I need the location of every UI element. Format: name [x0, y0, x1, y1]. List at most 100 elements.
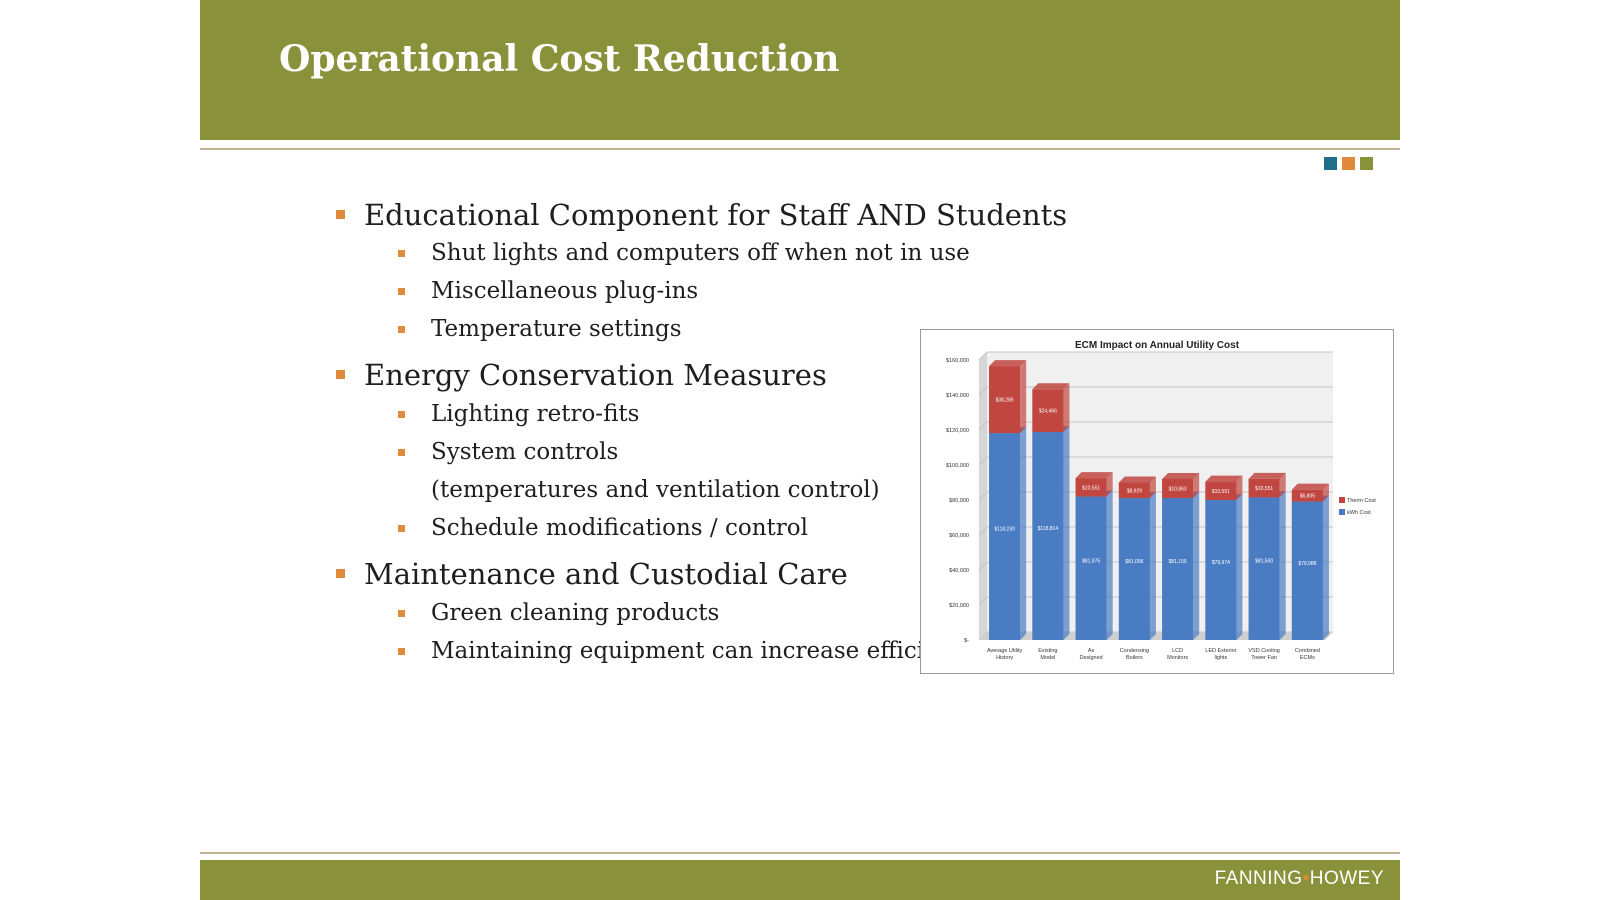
bar-kwh: [1075, 496, 1107, 640]
bullet-item: Educational Component for Staff AND Stud…: [336, 198, 1067, 232]
bar-kwh-side: [1322, 495, 1329, 640]
bar-therm-top: [1291, 483, 1329, 490]
bar-therm-side: [1020, 360, 1027, 434]
decor-square-orange: [1342, 157, 1355, 170]
gridline-side: [978, 491, 988, 501]
y-tick-label: $100,000: [946, 463, 969, 469]
sub-bullet-item: (temperatures and ventilation control): [431, 477, 880, 503]
bar-kwh: [989, 433, 1021, 640]
bar-therm-top: [1118, 476, 1156, 483]
bar-therm: [1075, 478, 1107, 497]
footer-divider: [200, 852, 1400, 854]
logo-left-text: FANNING: [1214, 868, 1303, 889]
header-divider: [200, 148, 1400, 150]
bullet-text: System controls: [431, 439, 619, 465]
bar-kwh-side: [1279, 491, 1286, 640]
bar-therm-side: [1063, 383, 1070, 433]
data-label-kwh: $118,230: [994, 527, 1015, 533]
sub-bullet-item: Green cleaning products: [398, 600, 720, 626]
bar-kwh: [1291, 501, 1323, 640]
bar-therm-top: [989, 360, 1027, 367]
data-label-kwh: $81,096: [1125, 559, 1143, 565]
bar-therm: [1118, 482, 1150, 499]
bullet-text: Maintaining equipment can increase effic…: [431, 638, 979, 664]
bullet-text: (temperatures and ventilation control): [431, 477, 880, 503]
bullet-text: Schedule modifications / control: [431, 515, 808, 541]
bar-kwh-side: [1149, 492, 1156, 640]
bullet-item: Maintenance and Custodial Care: [336, 557, 848, 591]
bar-therm-side: [1279, 472, 1286, 498]
data-label-kwh: $79,088: [1298, 561, 1316, 567]
gridline-side: [978, 561, 988, 571]
y-tick-label: $-: [964, 638, 969, 644]
header-band: Operational Cost Reduction: [200, 0, 1400, 140]
bullet-marker: [336, 210, 345, 219]
bar-therm-top: [1075, 472, 1113, 479]
bullet-text: Shut lights and computers off when not i…: [431, 240, 970, 266]
logo-right-text: HOWEY: [1309, 868, 1384, 889]
legend-label: Therm Cost: [1347, 498, 1376, 504]
x-tick-label: LCD Monitors: [1167, 648, 1188, 661]
bar-therm-top: [1032, 383, 1070, 390]
bullet-marker: [398, 326, 405, 333]
data-label-kwh: $81,155: [1169, 559, 1187, 565]
x-tick-label: Combined ECMs: [1295, 648, 1320, 661]
data-label-kwh: $118,814: [1038, 526, 1059, 532]
y-tick-label: $140,000: [946, 393, 969, 399]
bar-therm: [1248, 478, 1280, 498]
data-label-kwh: $79,974: [1212, 560, 1230, 566]
chart-svg: ECM Impact on Annual Utility Cost $- $20,0…: [946, 340, 1376, 661]
sub-bullet-item: Schedule modifications / control: [398, 515, 808, 541]
x-tick-label: As Designed: [1080, 648, 1103, 661]
footer-band: FANNING•HOWEY: [200, 860, 1400, 900]
bar-kwh-side: [1193, 491, 1200, 640]
slide-title: Operational Cost Reduction: [279, 38, 840, 80]
sub-bullet-item: Temperature settings: [398, 316, 682, 342]
bullet-item: Energy Conservation Measures: [336, 358, 827, 392]
gridline-side: [978, 526, 988, 536]
bullet-marker: [398, 288, 405, 295]
gridline-side: [978, 351, 988, 361]
bullet-marker: [398, 411, 405, 418]
bullet-text: Lighting retro-fits: [431, 401, 640, 427]
data-label-therm: $6,805: [1300, 494, 1316, 500]
bar-kwh: [1162, 497, 1194, 640]
bar-therm: [1291, 489, 1323, 502]
sub-bullet-item: Miscellaneous plug-ins: [398, 278, 698, 304]
legend-label: kWh Cost: [1347, 510, 1371, 516]
bar-therm-top: [1162, 472, 1200, 479]
data-label-therm: $10,551: [1255, 486, 1273, 492]
bullet-marker: [398, 648, 405, 655]
sub-bullet-item: System controls: [398, 439, 619, 465]
data-label-therm: $10,551: [1212, 489, 1230, 495]
sub-bullet-item: Lighting retro-fits: [398, 401, 640, 427]
x-tick-label: Existing Model: [1038, 648, 1057, 661]
y-tick-label: $80,000: [949, 498, 969, 504]
bullet-text: Green cleaning products: [431, 600, 720, 626]
sub-bullet-item: Maintaining equipment can increase effic…: [398, 638, 979, 664]
bar-kwh-side: [1106, 490, 1113, 640]
gridline-side: [978, 421, 988, 431]
data-label-therm: $24,466: [1039, 409, 1057, 415]
data-label-therm: $8,929: [1127, 488, 1143, 494]
legend-swatch: [1339, 509, 1345, 515]
legend-swatch: [1339, 497, 1345, 503]
bar-kwh-side: [1020, 427, 1027, 640]
bar-therm: [1032, 389, 1064, 433]
slide: Operational Cost Reduction Educational C…: [200, 0, 1400, 900]
bar-therm-top: [1205, 475, 1243, 482]
y-tick-label: $20,000: [949, 603, 969, 609]
bar-therm-side: [1106, 472, 1113, 497]
bar-therm-side: [1236, 475, 1243, 501]
decor-square-olive: [1360, 157, 1373, 170]
bullet-marker: [398, 525, 405, 532]
bar-kwh-side: [1063, 426, 1070, 640]
y-tick-label: $120,000: [946, 428, 969, 434]
sub-bullet-item: Shut lights and computers off when not i…: [398, 240, 970, 266]
y-tick-label: $160,000: [946, 358, 969, 364]
data-label-therm: $10,863: [1169, 486, 1187, 492]
bar-therm-side: [1149, 476, 1156, 499]
bar-kwh: [1032, 432, 1064, 640]
bar-therm-side: [1322, 483, 1329, 502]
bullet-marker: [336, 569, 345, 578]
